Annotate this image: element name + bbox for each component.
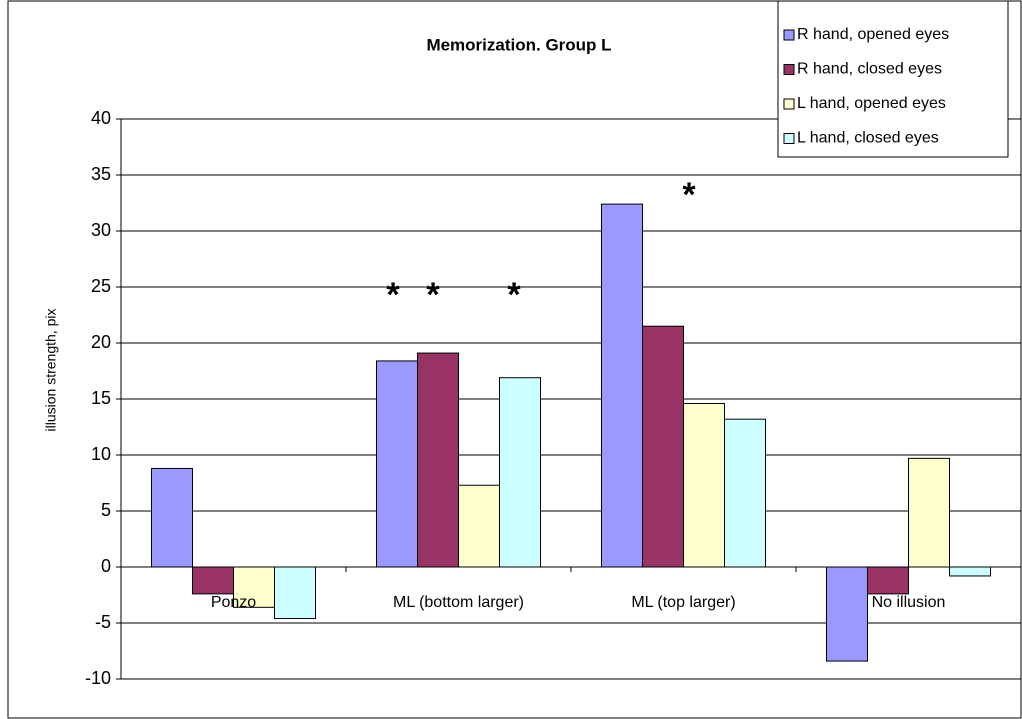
y-tick-label: 5: [101, 500, 111, 520]
legend-swatch: [783, 133, 795, 144]
bar: [417, 352, 459, 568]
y-tick-label: -10: [85, 668, 111, 688]
y-tick-label: 20: [91, 332, 111, 352]
bar: [192, 566, 234, 595]
annotation: *: [682, 176, 696, 214]
bar: [642, 325, 684, 568]
bar: [826, 566, 868, 662]
y-tick-label: 0: [101, 556, 111, 576]
bar: [376, 360, 418, 568]
annotation: *: [507, 276, 521, 314]
bar: [867, 566, 909, 595]
y-tick-label: 35: [91, 164, 111, 184]
x-tick-label: ML (top larger): [631, 594, 735, 611]
legend-swatch: [783, 98, 795, 110]
bar: [233, 566, 275, 608]
legend-label: L hand, closed eyes: [797, 130, 939, 147]
legend-label: R hand, closed eyes: [797, 61, 942, 78]
bar: [683, 402, 725, 568]
x-tick-label: Ponzo: [211, 594, 256, 611]
legend-box: [777, 0, 1009, 158]
y-tick-label: -5: [95, 612, 111, 632]
bar: [601, 203, 643, 568]
x-tick-label: ML (bottom larger): [393, 594, 524, 611]
x-tick-label: No illusion: [872, 594, 946, 611]
y-tick-label: 30: [91, 220, 111, 240]
legend-swatch: [783, 29, 795, 41]
bar: [458, 484, 500, 568]
chart-title: Memorization. Group L: [426, 35, 611, 54]
bar: [151, 467, 193, 568]
legend-label: R hand, opened eyes: [797, 26, 949, 43]
y-axis-label: illusion strength, pix: [43, 309, 59, 432]
annotation: *: [386, 276, 400, 314]
bar: [499, 377, 541, 568]
bar: [724, 418, 766, 568]
y-tick-label: 10: [91, 444, 111, 464]
annotation: *: [426, 276, 440, 314]
y-tick-label: 40: [91, 108, 111, 128]
y-tick-label: 25: [91, 276, 111, 296]
legend-label: L hand, opened eyes: [797, 95, 946, 112]
legend-swatch: [783, 64, 795, 75]
bar: [949, 566, 991, 577]
y-tick-label: 15: [91, 388, 111, 408]
bar: [274, 566, 316, 620]
bar: [908, 457, 950, 568]
